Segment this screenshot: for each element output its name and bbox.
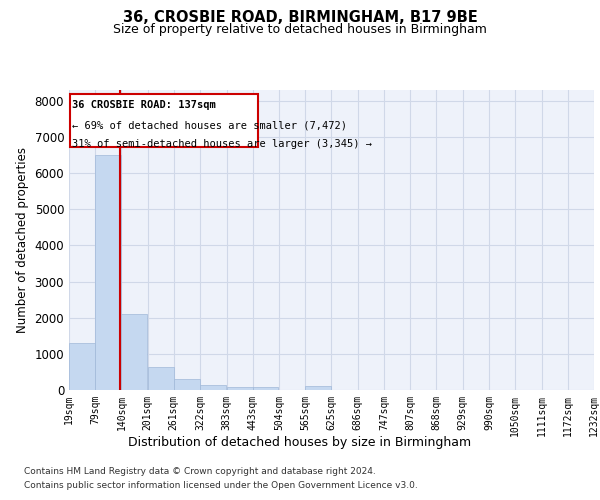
- Bar: [148, 366, 174, 390]
- Text: Contains public sector information licensed under the Open Government Licence v3: Contains public sector information licen…: [24, 480, 418, 490]
- Text: Distribution of detached houses by size in Birmingham: Distribution of detached houses by size …: [128, 436, 472, 449]
- Bar: [227, 386, 253, 390]
- Y-axis label: Number of detached properties: Number of detached properties: [16, 147, 29, 333]
- Bar: [200, 385, 226, 390]
- Bar: [305, 386, 331, 390]
- Bar: [121, 314, 148, 390]
- Bar: [253, 388, 278, 390]
- Bar: [69, 342, 95, 390]
- Text: Size of property relative to detached houses in Birmingham: Size of property relative to detached ho…: [113, 24, 487, 36]
- Text: 31% of semi-detached houses are larger (3,345) →: 31% of semi-detached houses are larger (…: [72, 139, 372, 149]
- Text: 36 CROSBIE ROAD: 137sqm: 36 CROSBIE ROAD: 137sqm: [72, 100, 216, 110]
- Bar: [95, 155, 121, 390]
- Bar: [174, 380, 200, 390]
- Bar: [70, 94, 258, 147]
- Text: 36, CROSBIE ROAD, BIRMINGHAM, B17 9BE: 36, CROSBIE ROAD, BIRMINGHAM, B17 9BE: [122, 10, 478, 25]
- Text: Contains HM Land Registry data © Crown copyright and database right 2024.: Contains HM Land Registry data © Crown c…: [24, 466, 376, 475]
- Text: ← 69% of detached houses are smaller (7,472): ← 69% of detached houses are smaller (7,…: [72, 120, 347, 130]
